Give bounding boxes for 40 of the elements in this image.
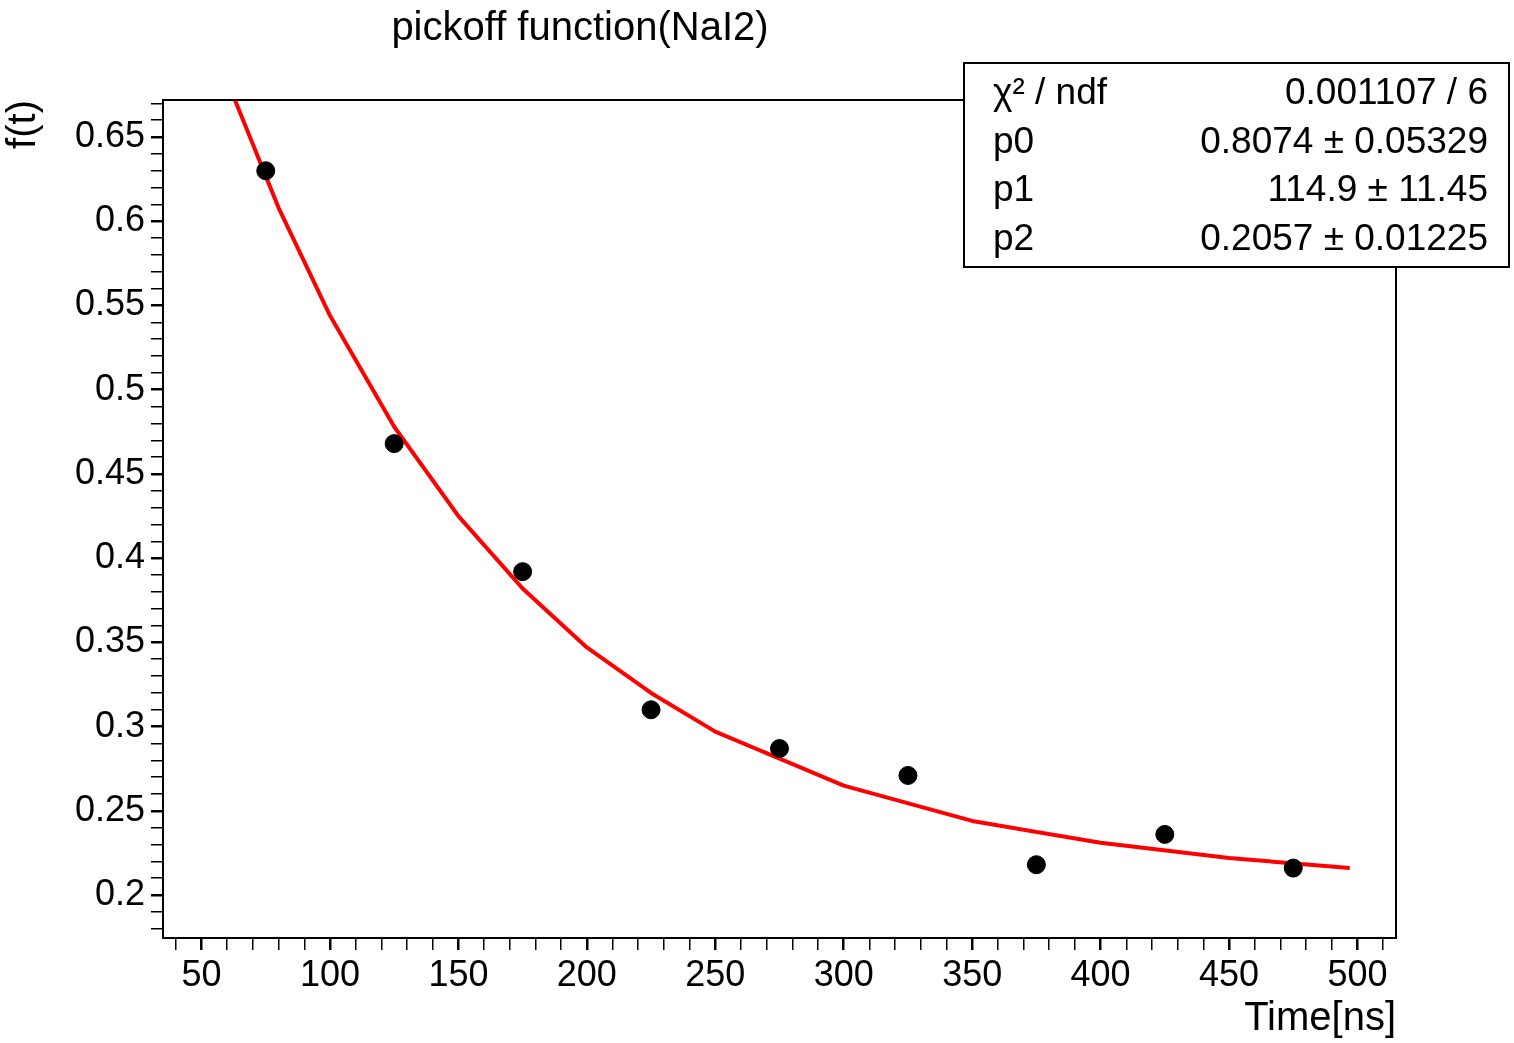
y-tick-label: 0.55: [74, 282, 145, 324]
annotation: 0.8074 ± 0.05329: [1199, 119, 1488, 162]
x-tick-label: 50: [181, 952, 222, 994]
annotation: 0.2057 ± 0.01225: [1199, 217, 1488, 260]
point: [384, 434, 404, 454]
x-tick-label: 350: [942, 952, 1003, 994]
y-tick-label: 0.2: [94, 871, 145, 913]
y-tick-label: 0.35: [74, 619, 145, 661]
y-tick-label: 0.45: [74, 450, 145, 492]
annotation: p2: [993, 217, 1036, 260]
annotation: p1: [993, 168, 1036, 211]
point: [770, 739, 789, 758]
point: [898, 765, 918, 785]
chart-title: pickoff function(NaI2): [390, 4, 770, 49]
x-tick-label: 400: [1070, 952, 1131, 994]
x-tick-label: 200: [556, 952, 617, 994]
point: [513, 562, 533, 582]
x-tick-label: 150: [428, 952, 489, 994]
x-tick-label: 250: [685, 952, 746, 994]
point: [1155, 824, 1175, 844]
y-tick-label: 0.6: [94, 198, 145, 240]
point: [1026, 855, 1046, 875]
annotation: p0: [993, 119, 1036, 162]
point: [641, 700, 661, 720]
point: [1283, 858, 1303, 878]
y-tick-label: 0.25: [74, 787, 145, 829]
y-tick-label: 0.65: [74, 113, 145, 155]
x-axis-title: Time[ns]: [1244, 994, 1396, 1039]
point: [256, 161, 276, 181]
annotation: 114.9 ± 11.45: [1266, 168, 1488, 211]
annotation: χ² / ndf: [993, 70, 1108, 113]
annotation: 0.001107 / 6: [1284, 70, 1488, 113]
x-tick-label: 100: [299, 952, 361, 994]
x-tick-label: 300: [813, 952, 874, 994]
y-tick-label: 0.4: [94, 535, 145, 577]
x-tick-label: 500: [1327, 952, 1388, 994]
y-axis-title: f(t): [0, 100, 44, 149]
y-tick-label: 0.5: [94, 366, 145, 408]
x-tick-label: 450: [1198, 952, 1260, 994]
y-tick-label: 0.3: [94, 703, 145, 745]
